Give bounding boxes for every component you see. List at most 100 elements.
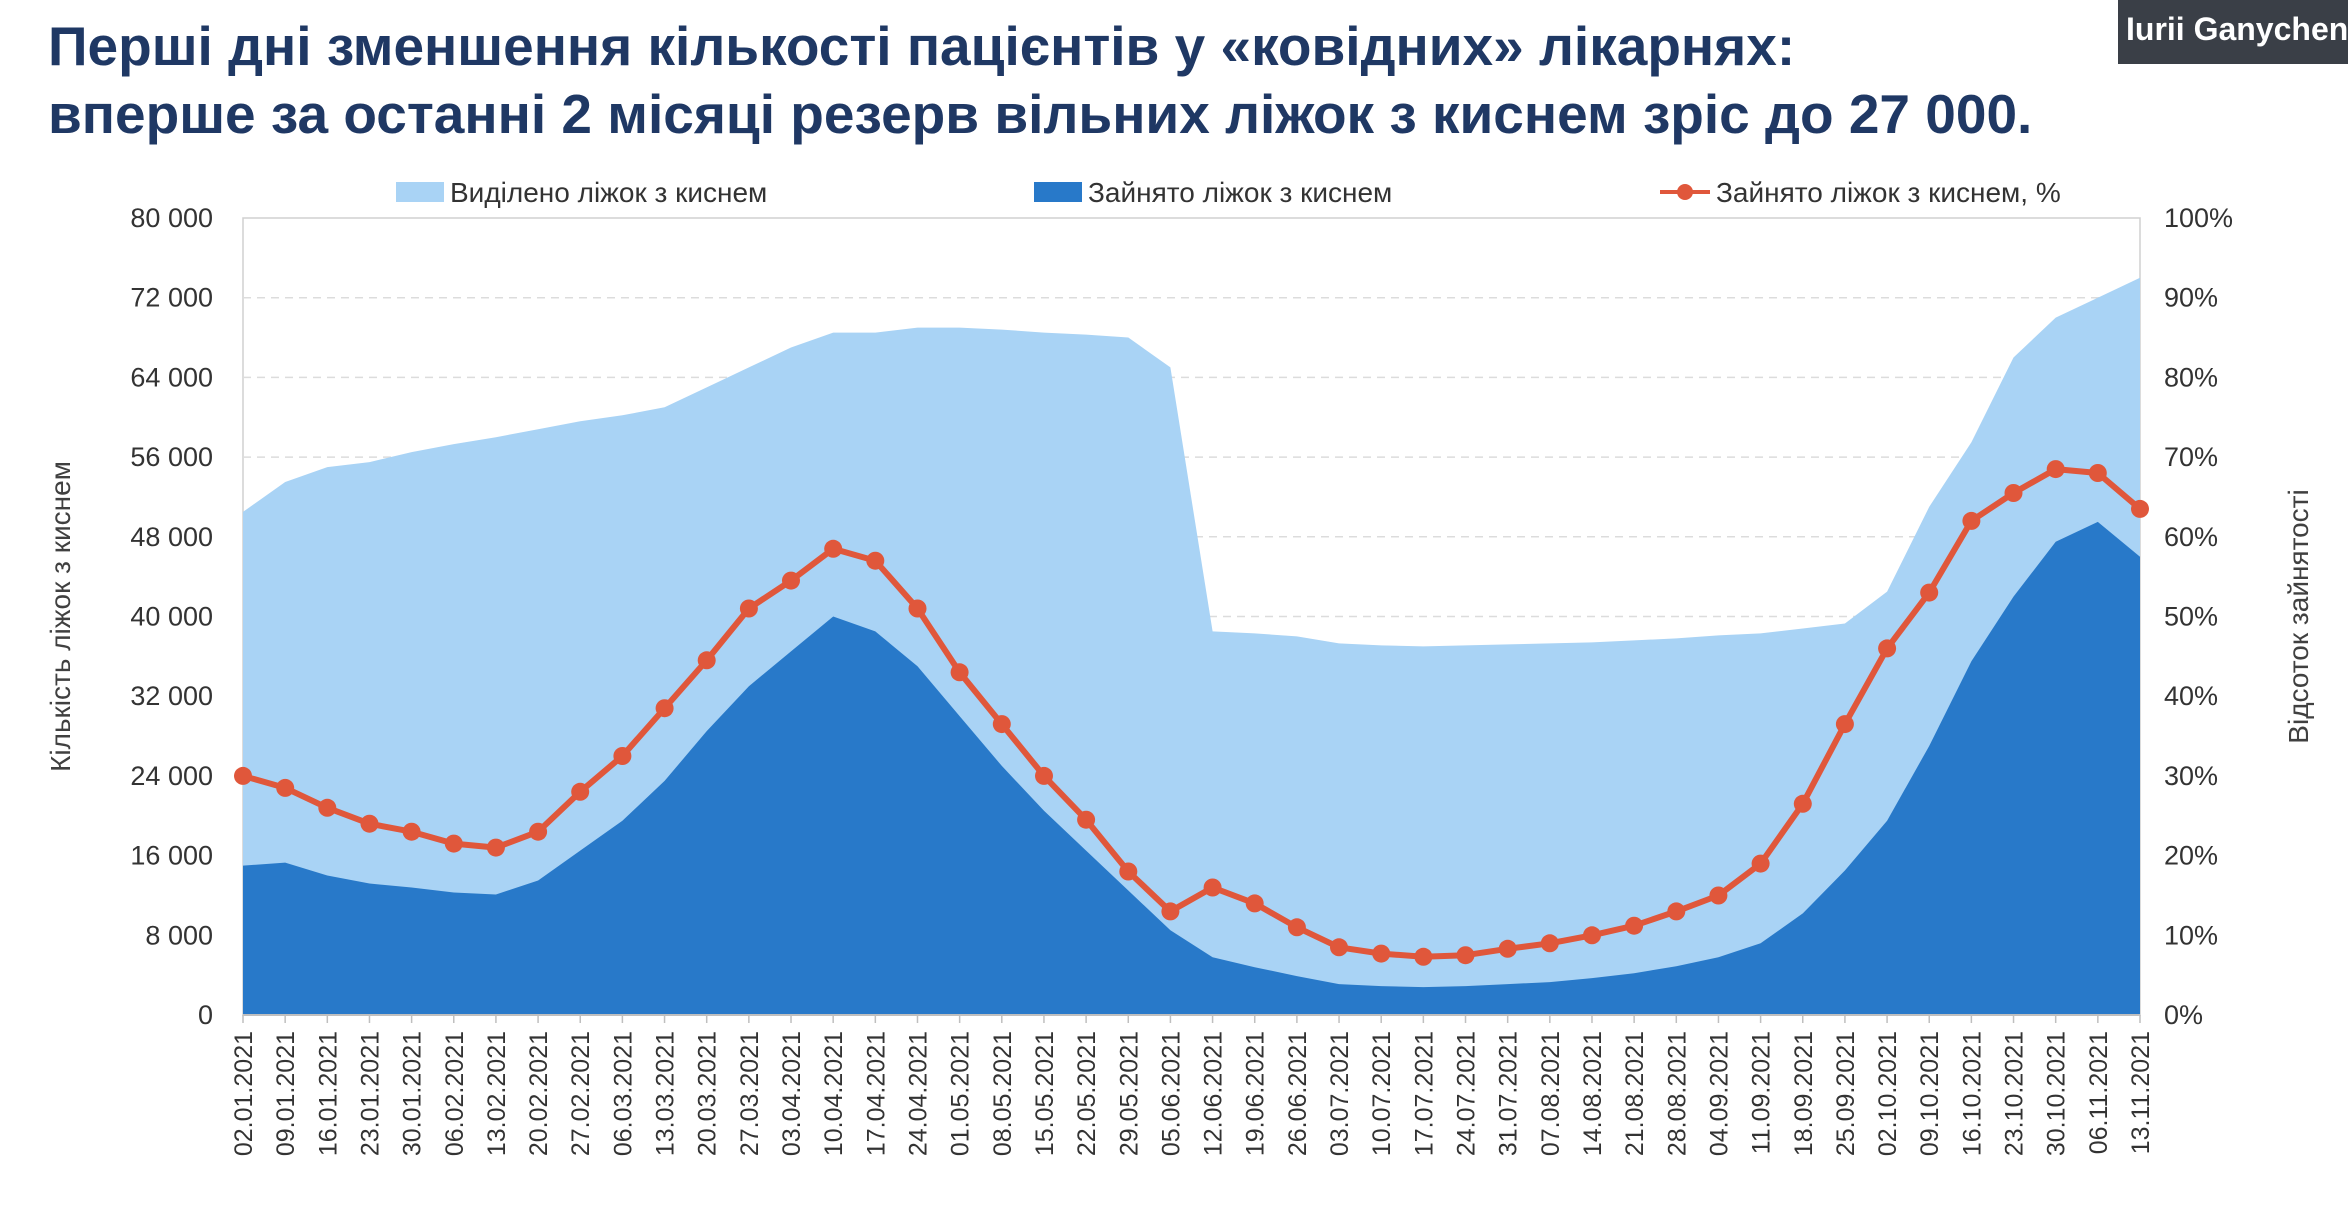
legend-swatch-allocated	[396, 182, 444, 202]
x-tick-label: 29.05.2021	[1115, 1031, 1143, 1156]
x-tick-label: 23.01.2021	[357, 1031, 385, 1156]
percent-point	[1161, 902, 1180, 921]
percent-point	[1962, 511, 1981, 530]
y-tick-label-left: 48 000	[130, 522, 213, 552]
y-axis-label-left: Кількість ліжок з киснем	[45, 461, 76, 772]
x-tick-label: 10.07.2021	[1368, 1031, 1396, 1156]
y-tick-label-left: 56 000	[130, 442, 213, 472]
percent-point	[824, 539, 843, 558]
percent-point	[486, 838, 505, 857]
percent-point	[1878, 639, 1897, 658]
x-tick-label: 20.03.2021	[694, 1031, 722, 1156]
legend-swatch-occupied	[1034, 182, 1082, 202]
x-tick-label: 20.02.2021	[525, 1031, 553, 1156]
percent-point	[1372, 944, 1391, 963]
percent-point	[1751, 854, 1770, 873]
percent-point	[360, 814, 379, 833]
x-tick-label: 04.09.2021	[1705, 1031, 1733, 1156]
percent-point	[1119, 862, 1138, 881]
percent-point	[1203, 878, 1222, 897]
percent-point	[2088, 464, 2107, 482]
line-occupancy-percent	[242, 466, 2142, 960]
legend-label-allocated: Виділено ліжок з киснем	[450, 177, 767, 208]
x-tick-label: 22.05.2021	[1073, 1031, 1101, 1156]
y-tick-label-right: 10%	[2164, 920, 2218, 950]
x-tick-label: 17.04.2021	[862, 1031, 890, 1156]
percent-point	[1330, 938, 1348, 957]
title-line-2: вперше за останні 2 місяці резерв вільни…	[48, 83, 2033, 145]
x-tick-label: 19.06.2021	[1242, 1031, 1270, 1156]
x-tick-label: 28.08.2021	[1663, 1031, 1691, 1156]
y-tick-label-left: 24 000	[130, 761, 213, 791]
y-tick-label-left: 32 000	[130, 681, 213, 711]
y-tick-label-right: 60%	[2164, 522, 2218, 552]
y-tick-label-left: 64 000	[130, 362, 213, 392]
bed-occupancy-chart: Виділено ліжок з киснем Зайнято ліжок з …	[45, 177, 2314, 1156]
x-tick-label: 09.10.2021	[1916, 1031, 1944, 1156]
percent-point	[444, 834, 463, 853]
x-tick-label: 13.11.2021	[2127, 1031, 2155, 1154]
x-tick-label: 24.04.2021	[905, 1031, 933, 1156]
percent-point	[318, 798, 337, 817]
title-line-1: Перші дні зменшення кількості пацієнтів …	[48, 15, 1796, 77]
x-tick-label: 07.08.2021	[1537, 1031, 1565, 1156]
percent-point	[1498, 939, 1517, 958]
x-tick-label: 06.11.2021	[2085, 1031, 2113, 1154]
percent-point	[529, 822, 548, 841]
percent-point	[1583, 926, 1601, 945]
x-tick-label: 03.04.2021	[778, 1031, 806, 1156]
x-tick-label: 08.05.2021	[989, 1031, 1017, 1156]
chart-legend: Виділено ліжок з киснем Зайнято ліжок з …	[396, 177, 2061, 208]
y-tick-label-right: 30%	[2164, 761, 2218, 791]
x-tick-label: 24.07.2021	[1453, 1031, 1481, 1156]
y-tick-label-right: 80%	[2164, 362, 2218, 392]
percent-point	[2131, 499, 2149, 518]
percent-point	[571, 782, 590, 801]
percent-point	[234, 766, 252, 785]
y-tick-label-right: 90%	[2164, 283, 2218, 313]
y-tick-label-left: 40 000	[130, 602, 213, 632]
x-tick-label: 05.06.2021	[1157, 1031, 1185, 1156]
legend-label-occupied: Зайнято ліжок з киснем	[1088, 177, 1392, 208]
x-tick-label: 09.01.2021	[272, 1031, 300, 1156]
x-tick-label: 10.04.2021	[820, 1031, 848, 1156]
percent-point	[2004, 484, 2023, 502]
percent-point	[1920, 583, 1939, 602]
x-tick-label: 27.02.2021	[567, 1031, 595, 1156]
x-tick-label: 14.08.2021	[1579, 1031, 1607, 1156]
percent-point	[1540, 934, 1559, 953]
x-tick-label: 12.06.2021	[1200, 1031, 1228, 1156]
percent-point	[1793, 794, 1812, 813]
percent-point	[950, 663, 969, 682]
percent-point	[1287, 918, 1306, 937]
percent-point	[655, 699, 674, 718]
y-tick-label-left: 16 000	[130, 841, 213, 871]
x-tick-label: 01.05.2021	[947, 1031, 975, 1156]
x-tick-label: 27.03.2021	[736, 1031, 764, 1156]
percent-point	[782, 571, 800, 590]
percent-point	[1709, 886, 1728, 905]
percent-point	[1414, 947, 1433, 966]
percent-point	[1245, 894, 1264, 913]
percent-point	[1625, 916, 1644, 935]
x-tick-label: 06.02.2021	[441, 1031, 469, 1156]
y-tick-label-right: 70%	[2164, 442, 2218, 472]
area-occupied-beds	[243, 521, 2140, 1015]
y-axis-label-right: Відсоток зайнятості	[2283, 489, 2314, 743]
x-tick-label: 11.09.2021	[1748, 1031, 1776, 1154]
x-tick-label: 03.07.2021	[1326, 1031, 1354, 1156]
percent-point	[2046, 460, 2065, 479]
y-tick-label-left: 0	[198, 1000, 213, 1030]
x-tick-label: 25.09.2021	[1832, 1031, 1860, 1156]
percent-point	[908, 599, 927, 618]
percent-point	[1456, 946, 1475, 965]
x-tick-label: 13.02.2021	[483, 1031, 511, 1156]
percent-point	[1035, 766, 1053, 785]
x-tick-label: 16.10.2021	[1958, 1031, 1986, 1156]
percent-point	[866, 551, 885, 570]
slide-title: Перші дні зменшення кількості пацієнтів …	[48, 12, 2308, 148]
x-tick-label: 15.05.2021	[1031, 1031, 1059, 1156]
x-tick-label: 16.01.2021	[314, 1031, 342, 1156]
percent-point	[1667, 902, 1686, 921]
percent-point	[402, 822, 421, 841]
